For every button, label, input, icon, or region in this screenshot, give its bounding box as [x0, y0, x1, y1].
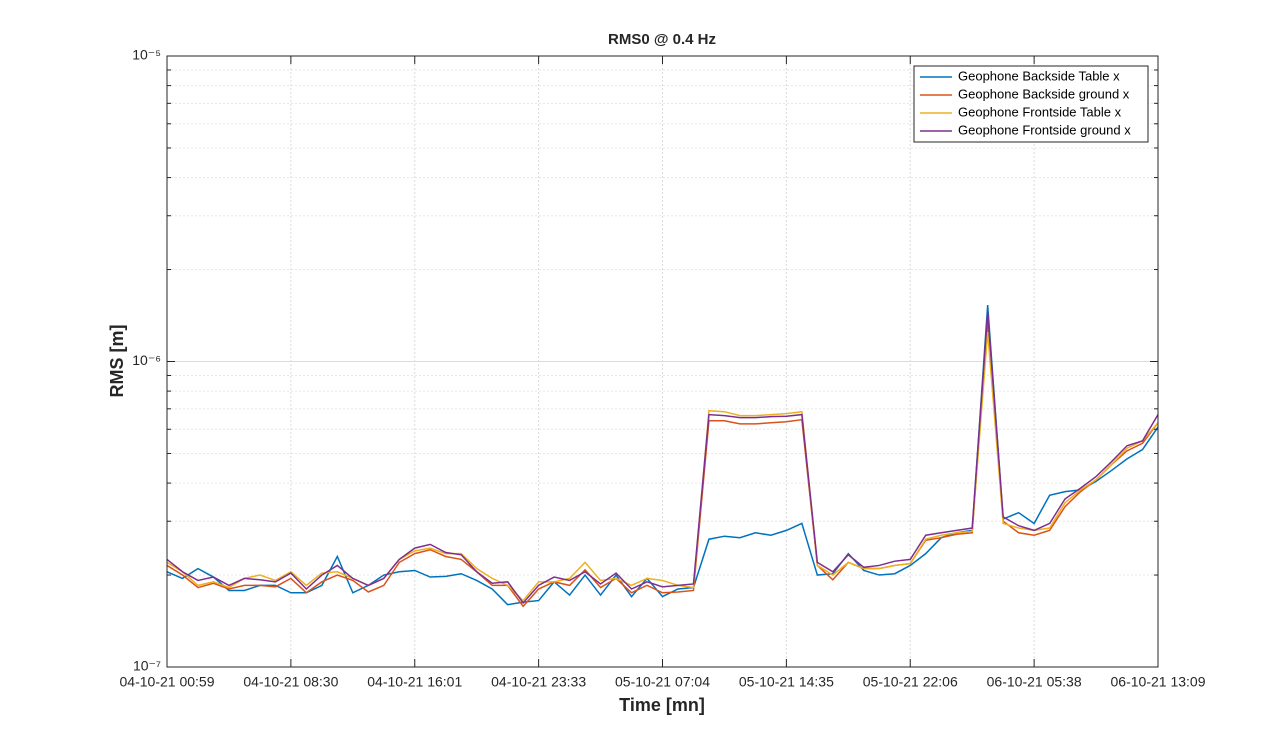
x-tick-label: 04-10-21 00:59	[120, 674, 215, 690]
x-tick-label: 05-10-21 14:35	[739, 674, 834, 690]
legend-box	[913, 65, 1149, 143]
x-tick-label: 06-10-21 13:09	[1111, 674, 1206, 690]
ticks: 10⁻⁷ 10⁻⁶ 10⁻⁵ 04-10-21 00:59 04-10-21 08:30…	[120, 47, 1206, 690]
y-tick-label: 10⁻⁵	[132, 47, 161, 63]
chart-title: RMS0 @ 0.4 Hz	[608, 31, 716, 48]
legend: Geophone Backside Table x Geophone Backsi…	[913, 65, 1149, 143]
legend-label: Geophone Backside ground x	[958, 86, 1130, 101]
data-line	[166, 312, 1159, 605]
y-axis-label: RMS [m]	[107, 325, 127, 398]
y-tick-label: 10⁻⁶	[132, 352, 161, 368]
legend-label: Geophone Frontside ground x	[958, 122, 1131, 137]
x-tick-label: 05-10-21 07:04	[615, 674, 710, 690]
x-tick-label: 04-10-21 08:30	[243, 674, 338, 690]
x-tick-label: 06-10-21 05:38	[987, 674, 1082, 690]
lines	[166, 305, 1159, 608]
data-line	[166, 331, 1159, 602]
legend-label: Geophone Frontside Table x	[958, 104, 1122, 119]
x-tick-label: 04-10-21 23:33	[491, 674, 586, 690]
y-tick-label: 10⁻⁷	[133, 658, 161, 674]
x-axis-label: Time [mn]	[619, 695, 705, 715]
x-tick-label: 04-10-21 16:01	[367, 674, 462, 690]
legend-label: Geophone Backside Table x	[958, 68, 1120, 83]
x-tick-label: 05-10-21 22:06	[863, 674, 958, 690]
